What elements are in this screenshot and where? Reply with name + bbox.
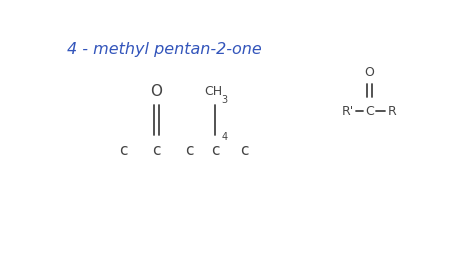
Text: O: O [151, 84, 163, 99]
Text: c: c [152, 143, 161, 158]
Text: c: c [240, 143, 249, 158]
Text: R': R' [341, 105, 354, 118]
Text: C: C [365, 105, 374, 118]
Text: c: c [119, 143, 128, 158]
Text: c: c [211, 143, 219, 158]
Text: R: R [387, 105, 396, 118]
Text: c: c [185, 143, 194, 158]
Text: CH: CH [204, 85, 223, 98]
Text: 4: 4 [221, 132, 228, 142]
Text: 3: 3 [221, 95, 228, 106]
Text: 4 - methyl pentan-2-one: 4 - methyl pentan-2-one [66, 42, 261, 57]
Text: O: O [365, 66, 374, 79]
